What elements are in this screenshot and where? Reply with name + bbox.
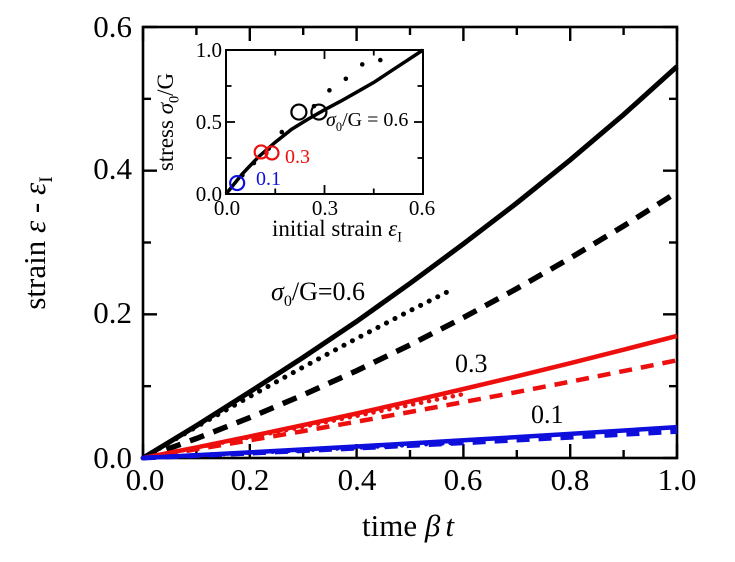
main-xtick-0.8: 0.8	[550, 462, 590, 497]
main-ytick-0.0: 0.0	[93, 440, 132, 475]
inset-simulation-dots	[279, 129, 285, 135]
annotation-text: /G = 0.6	[342, 109, 409, 131]
main-annotation-03: 0.3	[455, 349, 488, 378]
main-stress-0.3-solid	[142, 333, 678, 461]
inset-annotation-sigma06: σ0/G = 0.6	[326, 110, 408, 133]
inset-simulation-dots	[327, 88, 332, 93]
main-stress-0.6-dotted	[140, 286, 456, 461]
inset-circles-0.1	[229, 174, 246, 192]
inset-ytick-0.5: 0.5	[195, 110, 222, 134]
inset-ytick-1.0: 1.0	[195, 38, 222, 62]
inset-y-axis-label: stress σ0/G	[153, 52, 183, 192]
sigma-symbol: σ	[153, 102, 178, 115]
main-ytick-0.6: 0.6	[93, 9, 132, 44]
epsilon-symbol: ε	[17, 182, 52, 195]
sigma-subscript: 0	[166, 95, 183, 103]
inset-ylabel-post: /G	[153, 72, 178, 96]
main-annotation-01: 0.1	[531, 400, 564, 429]
main-annotation-sigma06: σ0/G=0.6	[271, 279, 365, 310]
inset-xtick-0.0: 0.0	[213, 196, 241, 220]
inset-x-axis-label: initial strain εI	[217, 216, 457, 246]
inset-xtick-0.3: 0.3	[311, 196, 339, 220]
inset-annotation-03: 0.3	[285, 146, 310, 168]
inset-xtick-0.6: 0.6	[408, 196, 436, 220]
xlabel-word: time	[362, 508, 425, 543]
epsilon-subscript: I	[36, 176, 58, 183]
inset-theory-curve	[224, 48, 424, 196]
inset-circles-0.3	[264, 145, 280, 161]
sigma-symbol: σ	[271, 277, 284, 306]
inset-xlabel-word: initial strain	[271, 216, 389, 241]
inset-simulation-dots	[251, 160, 257, 166]
main-stress-0.3-dashed	[142, 358, 678, 461]
inset-simulation-dots	[378, 57, 383, 63]
main-stress-0.1-solid	[142, 424, 678, 461]
epsilon-symbol: ε	[388, 216, 398, 241]
ylabel-word: strain	[17, 233, 52, 310]
main-ytick-0.4: 0.4	[93, 151, 132, 186]
beta-symbol: β	[424, 508, 441, 543]
main-xtick-0.0: 0.0	[125, 462, 165, 497]
inset-circles-0.3	[253, 144, 269, 160]
inset-ytick-0.0: 0.0	[195, 182, 222, 206]
main-xtick-0.6: 0.6	[443, 462, 483, 497]
t-symbol: t	[445, 508, 454, 543]
ylabel-dash: -	[17, 194, 52, 221]
inset-simulation-dots	[343, 76, 349, 82]
inset-simulation-dots	[359, 62, 365, 67]
sigma-subscript: 0	[283, 293, 292, 311]
main-y-axis-label: strain ε - εI	[17, 143, 58, 343]
inset-circles-0.6	[310, 103, 328, 121]
sigma-subscript: 0	[335, 120, 343, 134]
inset-ylabel-word: stress	[153, 114, 178, 172]
epsilon-symbol: ε	[17, 220, 52, 234]
inset-circles-0.6	[290, 103, 308, 121]
main-xtick-1.0: 1.0	[657, 462, 697, 497]
main-xtick-0.2: 0.2	[230, 462, 270, 497]
main-ytick-0.2: 0.2	[93, 295, 132, 330]
sigma-symbol: σ	[326, 109, 336, 131]
annotation-text: /G=0.6	[291, 277, 366, 306]
main-stress-0.6-solid	[141, 64, 679, 461]
main-xtick-0.4: 0.4	[337, 462, 377, 497]
inset-annotation-01: 0.1	[256, 168, 281, 190]
epsilon-subscript: I	[397, 229, 403, 246]
